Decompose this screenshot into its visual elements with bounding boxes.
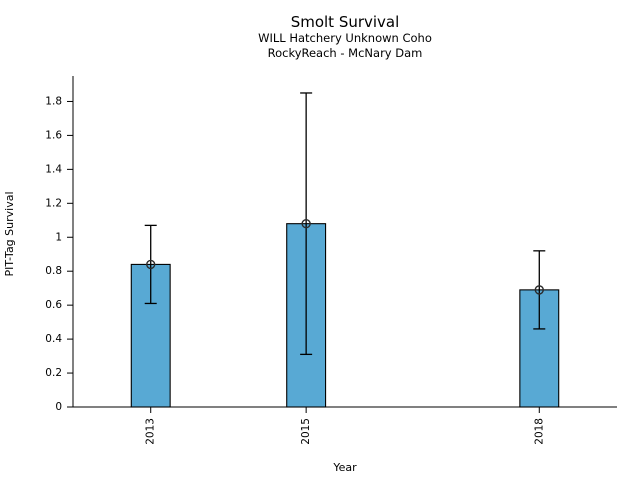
y-tick-label-1.4: 1.4 <box>45 163 62 175</box>
y-tick-label-0.4: 0.4 <box>45 333 62 345</box>
y-tick-label-1.2: 1.2 <box>45 197 62 209</box>
point-marker-2015 <box>301 218 311 229</box>
y-tick-label-1.6: 1.6 <box>45 129 62 141</box>
x-tick-label-2018: 2018 <box>533 418 545 445</box>
point-marker-2018 <box>534 285 544 295</box>
x-tick-label-2013: 2013 <box>145 418 157 445</box>
chart-title: Smolt Survival <box>291 13 400 31</box>
y-axis-label: PIT-Tag Survival <box>3 191 16 276</box>
y-tick-label-0.6: 0.6 <box>45 299 62 311</box>
y-tick-label-0.2: 0.2 <box>45 367 62 379</box>
chart-subtitle-line1: WILL Hatchery Unknown Coho <box>258 31 432 45</box>
point-marker-2013 <box>146 259 156 270</box>
y-tick-label-0.8: 0.8 <box>45 265 62 277</box>
x-axis-label: Year <box>332 461 357 474</box>
x-tick-label-2015: 2015 <box>300 418 312 445</box>
plot-area: 0 0.2 0.4 0.6 0.8 1 1.2 1.4 1.6 1.8 2013 2015 2018 <box>45 76 617 445</box>
y-tick-label-0: 0 <box>55 401 62 413</box>
y-tick-label-1.8: 1.8 <box>45 95 62 107</box>
chart-subtitle-line2: RockyReach - McNary Dam <box>268 46 423 60</box>
y-tick-label-1: 1 <box>55 231 62 243</box>
